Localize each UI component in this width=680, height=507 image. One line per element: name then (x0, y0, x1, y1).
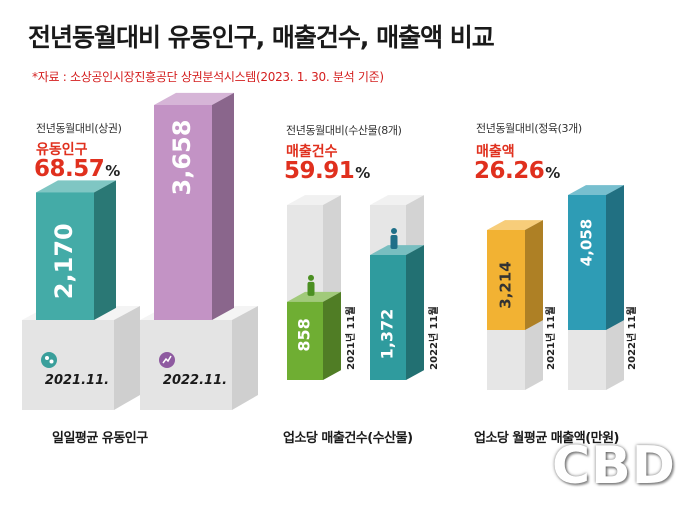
panel3-metric: 매출액 (476, 144, 515, 160)
panel1-change-value: 68.57 (34, 156, 105, 182)
source-note: *자료 : 소상공인시장진흥공단 상권분석시스템(2023. 1. 30. 분석… (32, 70, 384, 84)
panel2-bar-1 (287, 291, 341, 380)
panel1-pedestal-1 (22, 306, 140, 410)
panel3-category-2: 2022년 11월 (625, 306, 638, 370)
panel2-caption: 업소당 매출건수(수산물) (283, 431, 413, 446)
panel1-metric: 유동인구 (36, 142, 88, 158)
panel1-subtitle: 전년동월대비(상권) (36, 122, 122, 135)
panel1-caption: 일일평균 유동인구 (52, 431, 148, 446)
panel1-bar-1 (36, 180, 116, 320)
panel1-change-unit: % (105, 162, 120, 180)
panel1-bar-2 (154, 92, 234, 321)
person-icon (390, 228, 398, 249)
panel3-change-unit: % (545, 164, 560, 182)
trend-chart-icon (159, 352, 175, 368)
panel1-value-label-2: 3,658 (168, 120, 196, 196)
panel2-metric: 매출건수 (286, 144, 338, 160)
panel2-change-unit: % (355, 164, 370, 182)
panel3-subtitle: 전년동월대비(정육(3개) (476, 122, 582, 135)
panel2-subtitle: 전년동월대비(수산물(8개) (286, 124, 402, 137)
panel1-value-label-1: 2,170 (50, 223, 78, 299)
panel3-value-label-2: 4,058 (578, 219, 596, 266)
panel1-change: 68.57% (34, 156, 120, 182)
people-icon (41, 352, 57, 368)
panel1-category-2: 2022.11. (163, 373, 227, 388)
page-title: 전년동월대비 유동인구, 매출건수, 매출액 비교 (28, 23, 495, 52)
panel2-category-2: 2022년 11월 (427, 306, 440, 370)
watermark-logo: CBD (552, 436, 676, 496)
panel3-change: 26.26% (474, 158, 560, 184)
panel3-category-1: 2021년 11월 (544, 306, 557, 370)
panel3-caption: 업소당 월평균 매출액(만원) (474, 431, 620, 446)
panel2-change: 59.91% (284, 158, 370, 184)
panel2-value-label-1: 858 (295, 318, 314, 351)
panel1-pedestal-2 (140, 306, 258, 410)
person-icon (307, 274, 315, 296)
panel2-change-value: 59.91 (284, 158, 355, 184)
panel3-value-label-1: 3,214 (497, 261, 515, 308)
panel2-value-label-2: 1,372 (378, 309, 397, 360)
panel1-category-1: 2021.11. (45, 373, 109, 388)
panel2-bar-2 (370, 245, 424, 380)
panel3-bar-2 (568, 185, 624, 330)
panel2-category-1: 2021년 11월 (344, 306, 357, 370)
panel3-change-value: 26.26 (474, 158, 545, 184)
panel3-bar-1 (487, 220, 543, 330)
